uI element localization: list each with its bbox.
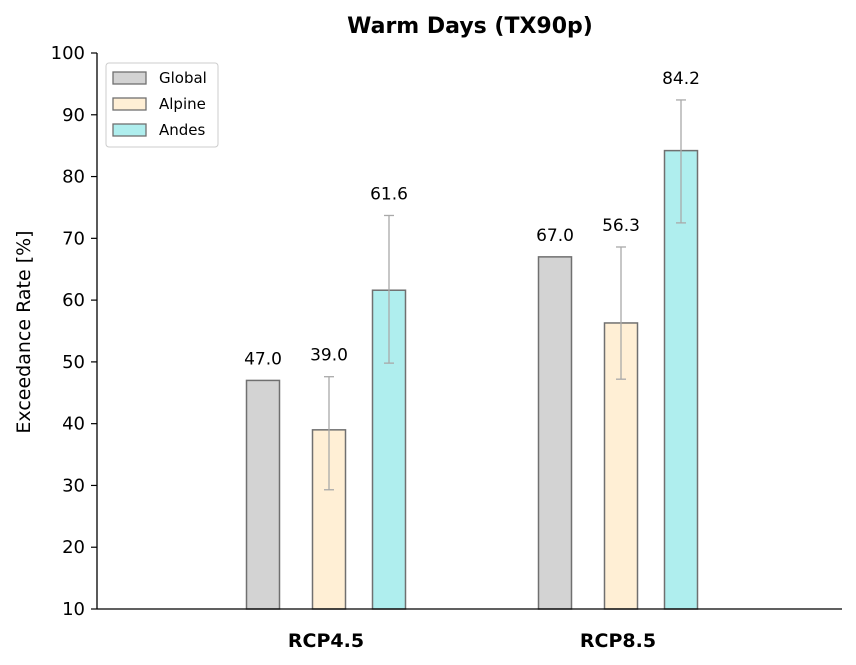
data-label: 47.0	[244, 349, 282, 369]
data-label: 61.6	[370, 184, 408, 204]
y-tick-label: 100	[51, 43, 85, 64]
legend: Global Alpine Andes	[105, 62, 219, 148]
y-tick-label: 10	[62, 599, 85, 620]
x-tick-label: RCP4.5	[288, 630, 364, 652]
y-tick-label: 90	[62, 105, 85, 126]
legend-swatch-alpine	[112, 97, 147, 111]
data-label: 67.0	[536, 226, 574, 246]
y-tick-label: 60	[62, 290, 85, 311]
bar-andes-rcp85	[663, 149, 699, 610]
data-label: 56.3	[602, 216, 640, 236]
y-tick-label: 30	[62, 475, 85, 496]
bar-global-rcp85	[537, 256, 573, 610]
y-axis: 10 20 30 40 50 60 70 80 90 100	[51, 43, 97, 620]
y-tick-label: 50	[62, 352, 85, 373]
legend-label-andes: Andes	[159, 121, 206, 139]
legend-label-global: Global	[159, 69, 207, 87]
x-axis: RCP4.5 RCP8.5	[288, 630, 656, 652]
data-label: 84.2	[662, 69, 700, 89]
y-tick-label: 20	[62, 537, 85, 558]
y-tick-label: 70	[62, 228, 85, 249]
x-tick-label: RCP8.5	[580, 630, 656, 652]
chart-title: Warm Days (TX90p)	[347, 14, 593, 39]
legend-swatch-global	[112, 71, 147, 85]
data-labels: 47.0 67.0 39.0 56.3 61.6 84.2	[244, 69, 700, 369]
y-tick-label: 40	[62, 414, 85, 435]
bar-global-rcp45	[245, 379, 281, 610]
data-label: 39.0	[310, 346, 348, 366]
y-tick-label: 80	[62, 167, 85, 188]
y-axis-label: Exceedance Rate [%]	[13, 230, 35, 433]
legend-swatch-andes	[112, 123, 147, 137]
legend-label-alpine: Alpine	[159, 95, 206, 113]
error-bars	[324, 99, 686, 491]
